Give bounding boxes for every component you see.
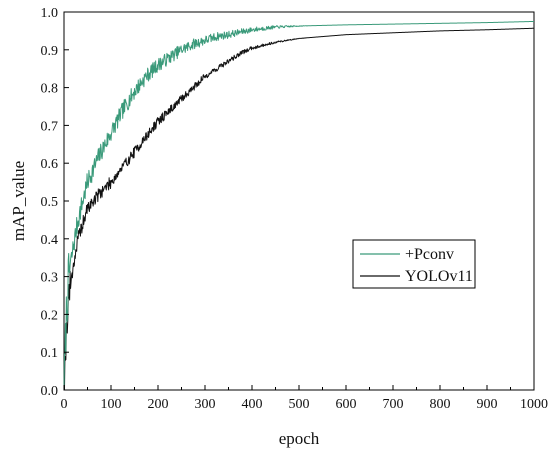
y-tick-label: 0.5 — [41, 195, 59, 210]
x-tick-label: 300 — [195, 397, 216, 412]
y-tick-label: 0.7 — [41, 119, 59, 134]
y-tick-label: 0.8 — [41, 82, 59, 97]
y-tick-label: 0.9 — [41, 44, 59, 59]
y-tick-label: 0.1 — [41, 346, 59, 361]
y-tick-label: 0.3 — [41, 271, 59, 286]
x-tick-label: 400 — [242, 397, 263, 412]
series-pconv — [63, 20, 535, 391]
x-axis-ticks: 0 100 200 300 400 500 600 700 800 900 1000 — [61, 385, 548, 412]
series-yolov11 — [63, 27, 535, 391]
y-axis-ticks: 0.0 0.1 0.2 0.3 0.4 0.5 0.6 0.7 0.8 0.9 1.0 — [41, 6, 69, 399]
y-tick-label: 0.6 — [41, 157, 59, 172]
x-tick-label: 600 — [336, 397, 357, 412]
y-tick-label: 0.4 — [41, 233, 59, 248]
legend-label-pconv: +Pconv — [405, 246, 454, 263]
legend-label-yolov11: YOLOv11 — [405, 268, 473, 285]
x-tick-label: 0 — [61, 397, 68, 412]
y-tick-label: 0.0 — [41, 384, 59, 399]
x-tick-label: 200 — [148, 397, 169, 412]
legend-box — [352, 239, 476, 289]
y-tick-label: 1.0 — [41, 6, 59, 21]
legend: +Pconv YOLOv11 — [352, 239, 476, 289]
x-tick-label: 1000 — [520, 397, 548, 412]
x-tick-label: 700 — [383, 397, 404, 412]
y-tick-label: 0.2 — [41, 308, 59, 323]
x-tick-label: 900 — [477, 397, 498, 412]
y-axis-title: mAP_value — [9, 161, 28, 241]
x-tick-label: 500 — [289, 397, 310, 412]
x-axis-title: epoch — [279, 429, 320, 448]
series-layer — [63, 20, 535, 391]
x-tick-label: 800 — [430, 397, 451, 412]
x-tick-label: 100 — [101, 397, 122, 412]
